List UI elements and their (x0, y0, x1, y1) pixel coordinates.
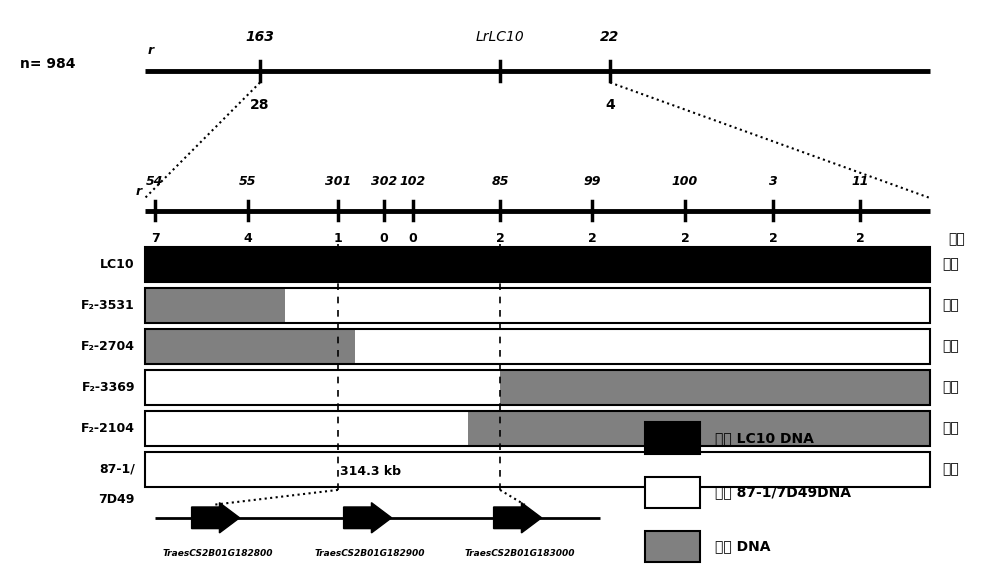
Text: 感病: 感病 (942, 463, 959, 476)
Text: F₂-3531: F₂-3531 (81, 299, 135, 312)
Bar (145, 452, 930, 487)
Text: 1: 1 (334, 232, 342, 245)
Text: 22: 22 (600, 30, 620, 44)
Bar (645, 477, 700, 508)
Text: F₂-3369: F₂-3369 (81, 381, 135, 394)
Bar (145, 329, 355, 364)
Bar (145, 411, 468, 446)
Bar (145, 288, 930, 323)
Text: 2: 2 (588, 232, 596, 245)
Bar (500, 370, 930, 405)
Bar (145, 452, 930, 487)
Text: 314.3 kb: 314.3 kb (340, 465, 400, 478)
Text: 7D49: 7D49 (99, 493, 135, 506)
Text: n= 984: n= 984 (20, 57, 76, 71)
Text: 85: 85 (491, 175, 509, 188)
Text: 99: 99 (583, 175, 601, 188)
Bar (468, 411, 930, 446)
Text: 28: 28 (250, 98, 270, 113)
Text: 7: 7 (151, 232, 159, 245)
Text: TraesCS2B01G183000: TraesCS2B01G183000 (465, 549, 575, 558)
FancyArrow shape (192, 502, 240, 533)
Text: r: r (136, 185, 142, 198)
Text: 163: 163 (246, 30, 274, 44)
Text: LC10: LC10 (100, 258, 135, 271)
Text: 100: 100 (672, 175, 698, 188)
Text: 2: 2 (769, 232, 777, 245)
FancyArrow shape (494, 502, 542, 533)
Text: 纯合 LC10 DNA: 纯合 LC10 DNA (715, 431, 814, 445)
Text: 87-1/: 87-1/ (99, 463, 135, 476)
Bar (145, 411, 930, 446)
Text: 4: 4 (605, 98, 615, 113)
FancyArrow shape (344, 502, 392, 533)
Text: 4: 4 (244, 232, 252, 245)
Bar (145, 247, 930, 282)
Text: LrLC10: LrLC10 (476, 30, 524, 44)
Bar (285, 288, 930, 323)
Text: 纯合 87-1/7D49DNA: 纯合 87-1/7D49DNA (715, 485, 851, 499)
Text: 0: 0 (409, 232, 417, 245)
Bar (145, 329, 930, 364)
Text: r: r (148, 44, 154, 57)
Bar (355, 329, 930, 364)
Text: 感病: 感病 (942, 340, 959, 353)
Text: 表型: 表型 (948, 232, 965, 246)
Bar (145, 288, 285, 323)
Text: 3: 3 (769, 175, 777, 188)
Bar (145, 370, 500, 405)
Text: 301: 301 (325, 175, 351, 188)
Text: 54: 54 (146, 175, 164, 188)
Bar (645, 530, 700, 562)
Text: 感病: 感病 (942, 299, 959, 312)
Text: F₂-2104: F₂-2104 (81, 422, 135, 435)
Text: 杂合 DNA: 杂合 DNA (715, 539, 771, 553)
Text: 0: 0 (380, 232, 388, 245)
Text: 11: 11 (851, 175, 869, 188)
Text: TraesCS2B01G182900: TraesCS2B01G182900 (315, 549, 425, 558)
Text: 抗病: 抗病 (942, 258, 959, 271)
Text: 2: 2 (856, 232, 864, 245)
Text: 感病: 感病 (942, 381, 959, 394)
Text: 102: 102 (400, 175, 426, 188)
Bar (145, 370, 930, 405)
Bar (145, 247, 930, 282)
Text: 2: 2 (681, 232, 689, 245)
Text: TraesCS2B01G182800: TraesCS2B01G182800 (163, 549, 273, 558)
Text: 感病: 感病 (942, 422, 959, 435)
Text: 2: 2 (496, 232, 504, 245)
Text: 302: 302 (371, 175, 397, 188)
Text: 55: 55 (239, 175, 257, 188)
Bar (645, 422, 700, 454)
Text: F₂-2704: F₂-2704 (81, 340, 135, 353)
